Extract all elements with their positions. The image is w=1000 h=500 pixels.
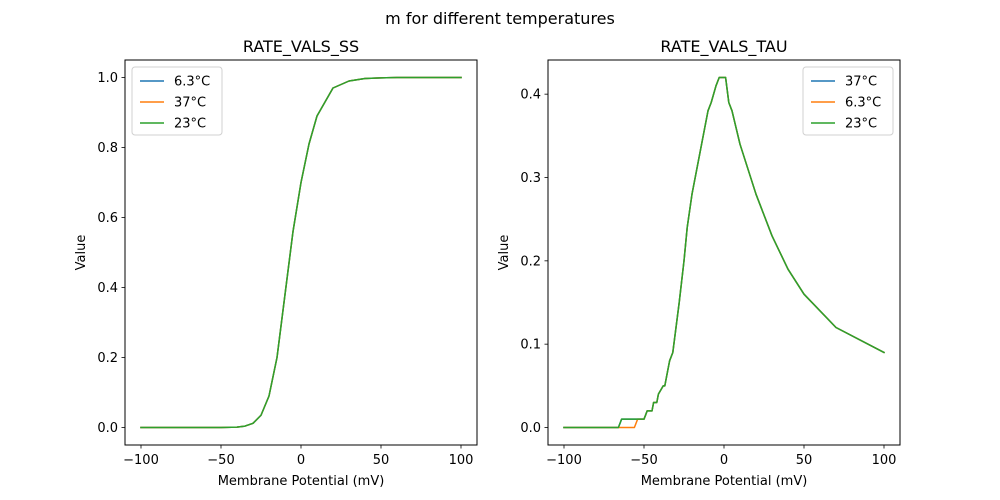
x-tick-label: 50 (373, 453, 390, 468)
y-ticks: 0.0 0.1 0.2 0.3 0.4 (520, 88, 548, 436)
series-lines (563, 76, 886, 429)
legend-label: 23°C (845, 117, 877, 132)
x-tick-label: 0 (297, 453, 305, 468)
legend-label: 37°C (174, 96, 206, 111)
x-tick-label: 100 (449, 453, 474, 468)
y-axis-label: Value (497, 235, 512, 271)
y-tick-label: 0.2 (97, 351, 118, 366)
legend-label: 37°C (845, 75, 877, 90)
y-tick-label: 0.3 (520, 171, 541, 186)
x-tick-label: 100 (872, 453, 897, 468)
x-tick-label: 50 (796, 453, 813, 468)
legend-box (131, 66, 223, 136)
figure-suptitle: m for different temperatures (385, 9, 615, 28)
x-tick-label: 0 (720, 453, 728, 468)
series-line-2 (563, 76, 886, 429)
legend-label: 6.3°C (174, 75, 210, 90)
y-tick-label: 0.0 (97, 421, 118, 436)
subplot-title: RATE_VALS_TAU (660, 37, 787, 57)
x-tick-label: −100 (546, 453, 582, 468)
x-ticks: −100 −50 0 50 100 (123, 445, 473, 468)
y-tick-label: 0.2 (520, 254, 541, 269)
legend: 6.3°C 37°C 23°C (131, 66, 223, 136)
legend: 37°C 6.3°C 23°C (802, 66, 894, 136)
y-axis-label: Value (74, 235, 89, 271)
y-tick-label: 0.8 (97, 141, 118, 156)
y-tick-label: 0.1 (520, 338, 541, 353)
x-ticks: −100 −50 0 50 100 (546, 445, 896, 468)
x-axis-label: Membrane Potential (mV) (641, 474, 808, 489)
x-axis-label: Membrane Potential (mV) (218, 474, 385, 489)
y-tick-label: 0.6 (97, 211, 118, 226)
y-ticks: 0.0 0.2 0.4 0.6 0.8 1.0 (97, 71, 125, 436)
y-tick-label: 0.4 (520, 88, 541, 103)
series-line-2 (140, 76, 462, 429)
x-tick-label: −50 (630, 453, 657, 468)
legend-box (802, 66, 894, 136)
subplot-title: RATE_VALS_SS (243, 37, 359, 57)
y-tick-label: 1.0 (97, 71, 118, 86)
series-lines (140, 76, 462, 429)
y-tick-label: 0.0 (520, 421, 541, 436)
x-tick-label: −50 (207, 453, 234, 468)
legend-label: 23°C (174, 117, 206, 132)
subplot-rate-vals-ss: RATE_VALS_SS −100 −50 0 50 100 0.00.20.40.60… (74, 37, 478, 489)
legend-label: 6.3°C (845, 96, 881, 111)
subplot-rate-vals-tau: RATE_VALS_TAU −100 −50 0 50 100 0.0 0.1 0.2 0.3… (497, 37, 901, 489)
y-tick-label: 0.4 (97, 281, 118, 296)
x-tick-label: −100 (123, 453, 159, 468)
